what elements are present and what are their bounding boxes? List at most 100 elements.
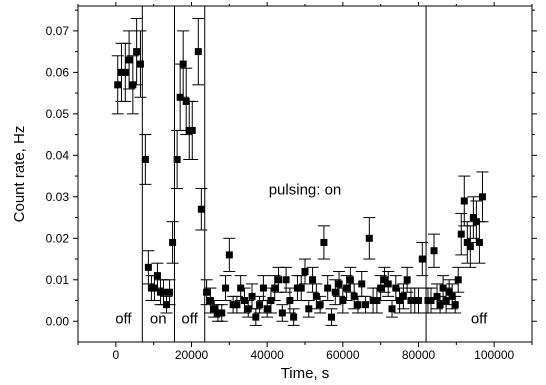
x-tick-label: 0 [112,348,119,362]
data-point [218,309,226,317]
data-point [472,218,480,226]
data-point [339,297,347,305]
data-point [293,284,301,292]
data-point [369,297,377,305]
data-point [129,81,137,89]
data-point [233,301,241,309]
data-point [259,284,267,292]
y-tick-label: 0.04 [46,148,70,162]
data-point [133,48,141,56]
y-tick-label: 0.03 [46,190,70,204]
data-point [331,288,339,296]
data-point [290,313,298,321]
data-point [286,297,294,305]
data-points [114,48,486,321]
x-tick-label: 20000 [175,348,209,362]
y-tick-label: 0.05 [46,107,70,121]
data-point [309,276,317,284]
data-point [163,301,171,309]
data-point [182,97,190,105]
data-point [210,305,218,313]
data-point [312,292,320,300]
data-point [121,68,129,76]
data-point [451,301,459,309]
y-axis-label: Count rate, Hz [11,126,28,223]
data-point [114,81,122,89]
data-point [305,305,313,313]
data-point [433,292,441,300]
annotation-label: off [115,310,132,327]
data-point [297,284,305,292]
axis-ticks: 0 20000 40000 60000 80000 100000 0.00 0.01 0.02 0… [46,2,537,362]
y-tick-label: 0.01 [46,273,70,287]
data-point [463,238,471,246]
annotation-label: pulsing: on [269,182,342,199]
data-point [469,214,477,222]
data-point [445,288,453,296]
data-point [418,255,426,263]
phase-boundary-lines [141,6,427,342]
data-point [197,205,205,213]
data-point [240,297,248,305]
x-tick-label: 80000 [402,348,436,362]
x-tick-label: 40000 [250,348,284,362]
data-point [150,284,158,292]
data-point [244,305,252,313]
data-point [160,288,168,296]
data-point [396,297,404,305]
data-point [229,301,237,309]
data-point [475,238,483,246]
data-point [222,284,230,292]
data-point [350,292,358,300]
data-point [125,56,133,64]
data-point [403,276,411,284]
data-point [153,272,161,280]
data-point [430,247,438,255]
data-point [454,276,462,284]
annotation-label: on [150,310,167,327]
error-bars [111,17,489,326]
data-point [388,305,396,313]
plot-area-border [77,5,533,343]
y-tick-label: 0.06 [46,65,70,79]
data-point [214,309,222,317]
data-point [320,238,328,246]
axis-labels: Time, s Count rate, Hz [11,126,329,382]
data-point [256,301,264,309]
data-point [346,276,354,284]
data-point [237,284,245,292]
data-point [335,280,343,288]
data-point [373,297,381,305]
x-tick-label: 60000 [326,348,360,362]
data-point [275,276,283,284]
data-point [427,297,435,305]
data-point [354,301,362,309]
data-point [118,68,126,76]
data-point [173,155,181,163]
data-point [188,126,196,134]
data-point [466,243,474,251]
data-point [166,288,174,296]
data-point [478,193,486,201]
data-point [457,230,465,238]
data-point [343,284,351,292]
data-point [436,301,444,309]
data-point [278,309,286,317]
data-point [399,292,407,300]
data-point [460,197,468,205]
data-point [225,251,233,259]
data-point [439,284,447,292]
annotation-label: off [181,310,198,327]
data-point [194,48,202,56]
data-point [327,313,335,321]
y-tick-label: 0.07 [46,24,70,38]
data-point [415,297,422,305]
data-point [442,297,450,305]
data-point [252,313,260,321]
plot-frame [77,5,533,343]
y-tick-label: 0.00 [46,314,70,328]
annotation-label: off [471,310,488,327]
data-point [407,297,415,305]
data-point [248,292,256,300]
